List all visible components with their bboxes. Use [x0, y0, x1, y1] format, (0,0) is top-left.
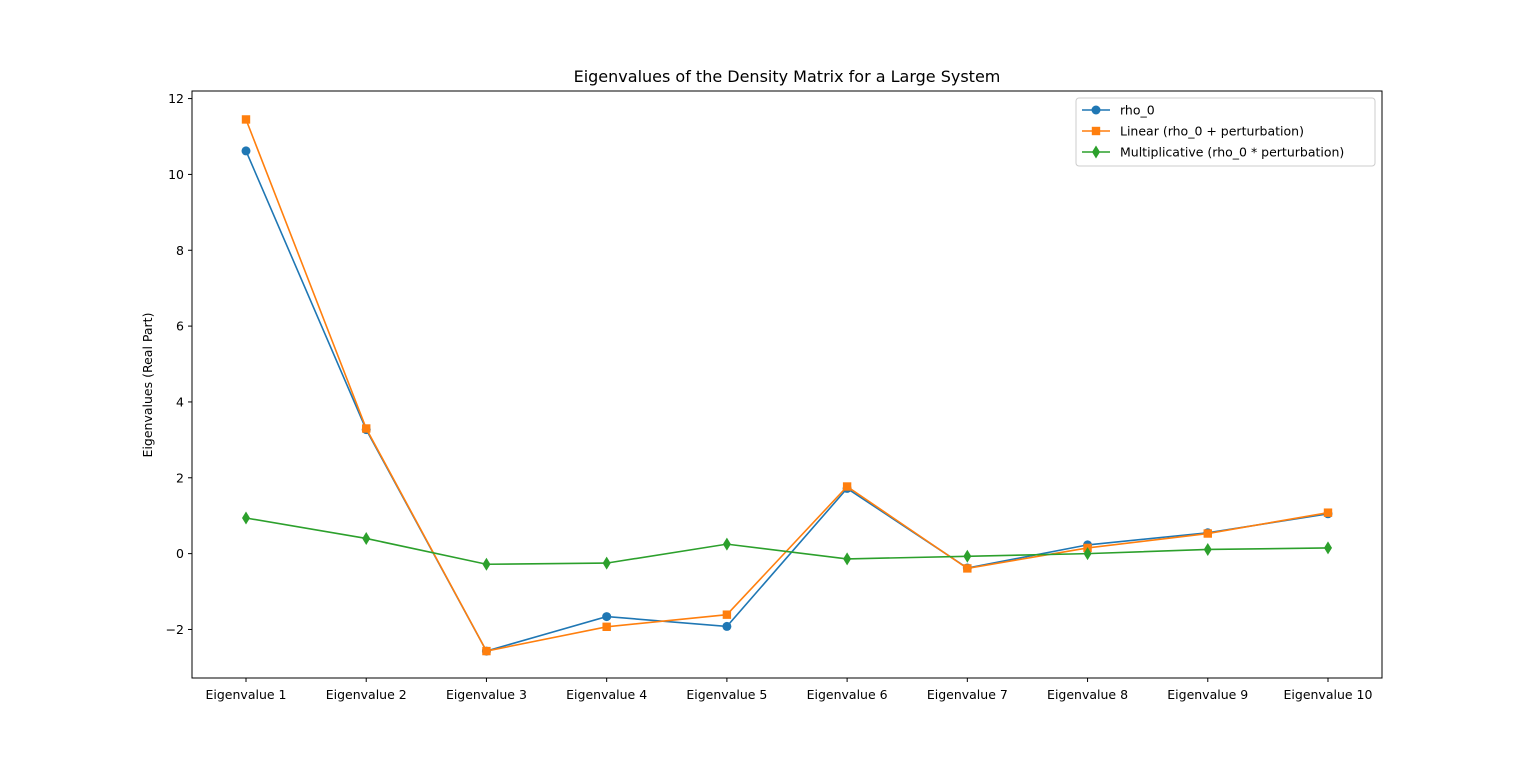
series-line-1	[245, 150, 1329, 653]
series-3-point	[1203, 542, 1212, 556]
series-1-point	[722, 621, 732, 631]
series-3-point	[722, 537, 731, 551]
legend-entry-1: rho_0	[1120, 103, 1155, 118]
series-2-point	[602, 622, 611, 632]
series-3-point	[362, 531, 371, 545]
series-line-2	[245, 119, 1329, 652]
legend-entry-3: Multiplicative (rho_0 * perturbation)	[1120, 145, 1344, 160]
y-tick-label: 2	[176, 470, 184, 485]
series-3-point	[482, 557, 491, 571]
series-2-point	[362, 424, 371, 433]
series-2-point	[722, 610, 732, 619]
x-tick-label: Eigenvalue 6	[807, 687, 888, 702]
y-tick-label: 6	[176, 319, 184, 334]
series-2-point	[482, 646, 491, 656]
y-tick-label: 12	[168, 91, 184, 106]
legend-marker	[1091, 105, 1101, 115]
x-tick-label: Eigenvalue 5	[686, 687, 767, 702]
legend-entry-2: Linear (rho_0 + perturbation)	[1120, 124, 1304, 139]
series-line-3	[245, 517, 1329, 566]
legend: rho_0 Linear (rho_0 + perturbation) Multip…	[1075, 97, 1376, 167]
series-2-point	[842, 482, 852, 491]
y-tick-label: −2	[166, 622, 184, 637]
series-3-point	[602, 556, 611, 570]
chart-title: Eigenvalues of the Density Matrix for a …	[574, 67, 1001, 86]
series-1-point	[241, 146, 251, 156]
series-3-point	[843, 552, 852, 566]
y-axis-label: Eigenvalues (Real Part)	[140, 313, 155, 458]
series-3-point	[1324, 541, 1332, 555]
y-tick-label: 8	[176, 243, 184, 258]
series-2-point	[1203, 529, 1212, 538]
legend-frame	[1075, 97, 1376, 167]
series-3-point	[1083, 547, 1092, 561]
legend-marker	[1092, 145, 1100, 159]
y-tick-label: 10	[168, 167, 184, 182]
series-3-point	[963, 549, 972, 563]
x-tick-label: Eigenvalue 4	[566, 687, 647, 702]
x-tick-label: Eigenvalue 9	[1167, 687, 1248, 702]
x-tick-label: Eigenvalue 8	[1047, 687, 1128, 702]
series-3-point	[242, 511, 250, 525]
x-tick-label: Eigenvalue 7	[927, 687, 1008, 702]
plot-area: Eigenvalue 1 Eigenvalue 2 Eigenvalue 3 Eige…	[166, 91, 1373, 702]
series-2-point	[963, 564, 972, 573]
legend-marker	[1091, 126, 1101, 136]
y-tick-label: 0	[176, 546, 184, 561]
x-tick-label: Eigenvalue 10	[1284, 687, 1373, 702]
series-2-point	[241, 115, 251, 124]
x-tick-label: Eigenvalue 1	[206, 687, 287, 702]
x-tick-label: Eigenvalue 3	[446, 687, 527, 702]
x-tick-label: Eigenvalue 2	[326, 687, 407, 702]
y-tick-label: 4	[176, 394, 184, 409]
series-1-point	[602, 612, 612, 622]
series-2-point	[1323, 508, 1333, 517]
plot-frame	[191, 90, 1383, 679]
